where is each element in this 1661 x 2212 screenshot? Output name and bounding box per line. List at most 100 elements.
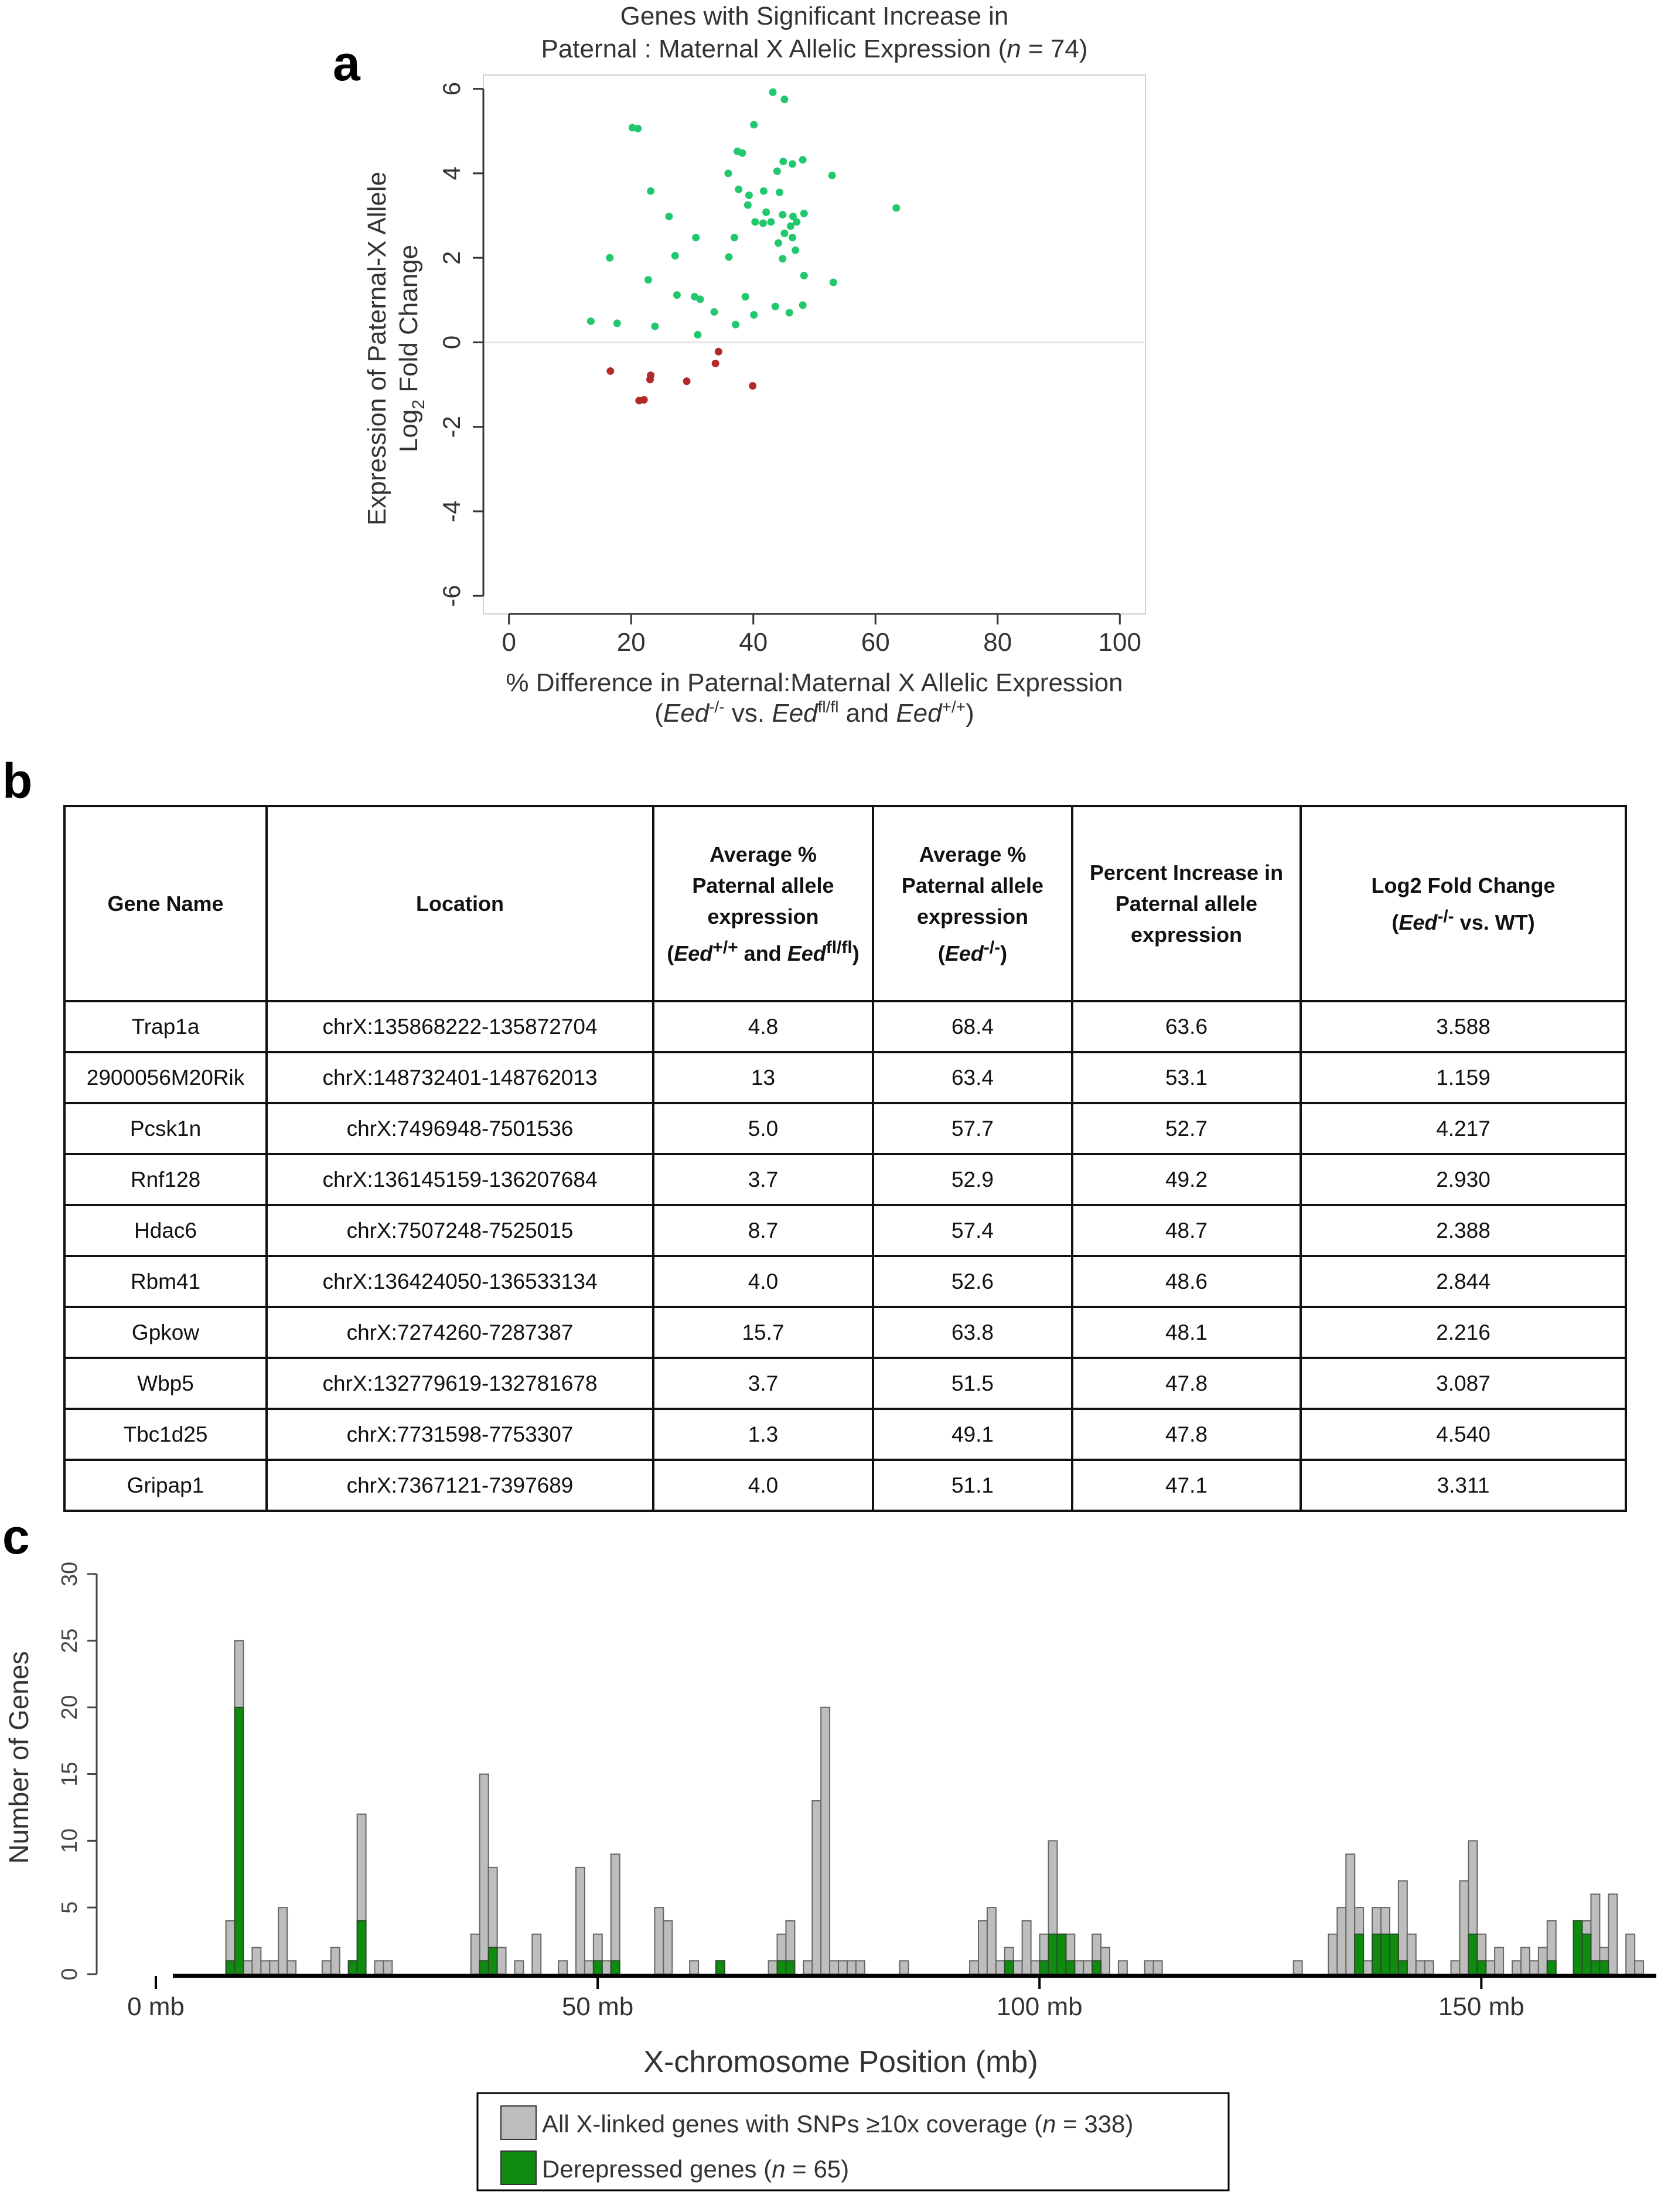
- histogram-bar-all: [1625, 1933, 1636, 1975]
- histogram-bar-all: [1083, 1960, 1093, 1975]
- cell-avg-wt: 3.7: [652, 1153, 874, 1206]
- histogram-bar-all: [1450, 1960, 1461, 1975]
- histogram-bar-derepressed: [1546, 1960, 1557, 1975]
- scatter-point-decreased: [640, 395, 648, 404]
- scatter-point-increased: [786, 222, 794, 230]
- histogram-bar-all: [1512, 1960, 1522, 1975]
- histogram-x-tick-label: 150 mb: [1438, 1992, 1524, 2021]
- scatter-point-increased: [799, 301, 807, 309]
- histogram-bar-derepressed: [1039, 1960, 1049, 1975]
- legend-box: [476, 2092, 1230, 2191]
- histogram-bar-all: [1415, 1960, 1425, 1975]
- scatter-point-increased: [788, 160, 796, 168]
- scatter-point-increased: [779, 211, 787, 219]
- scatter-point-decreased: [711, 359, 719, 367]
- scatter-x-tick-label: 20: [617, 628, 646, 657]
- histogram-bar-all: [1529, 1960, 1539, 1975]
- histogram-x-tick-label: 100 mb: [997, 1992, 1083, 2021]
- cell-log2-fold-change: 2.388: [1300, 1204, 1627, 1257]
- scatter-point-increased: [776, 188, 784, 196]
- scatter-y-tick-label: -2: [438, 416, 465, 438]
- scatter-point-increased: [750, 121, 758, 129]
- histogram-bar-all: [1459, 1880, 1469, 1975]
- scatter-point-increased: [759, 187, 768, 195]
- scatter-point-decreased: [606, 367, 615, 375]
- histogram-bar-derepressed: [1372, 1933, 1382, 1975]
- histogram-bar-derepressed: [1476, 1960, 1487, 1975]
- cell-location: chrX:148732401-148762013: [265, 1051, 654, 1104]
- cell-percent-increase: 47.8: [1071, 1357, 1302, 1410]
- scatter-title-line1: Genes with Significant Increase in: [620, 2, 1009, 30]
- cell-gene-name: Gripap1: [63, 1459, 268, 1512]
- cell-avg-wt: 5.0: [652, 1102, 874, 1155]
- scatter-y-tick-label: -4: [438, 500, 465, 522]
- histogram-bar-derepressed: [776, 1960, 787, 1975]
- scatter-point-increased: [779, 158, 787, 166]
- scatter-y-label-line2: Log2 Fold Change: [394, 245, 428, 452]
- panel-label-a: a: [333, 36, 360, 91]
- histogram-bar-derepressed: [479, 1960, 489, 1975]
- header-location: Location: [265, 805, 654, 1002]
- cell-gene-name: Trap1a: [63, 1000, 268, 1053]
- scatter-point-increased: [644, 276, 652, 284]
- header-gene-name: Gene Name: [63, 805, 268, 1002]
- histogram-bar-derepressed: [1581, 1933, 1592, 1975]
- scatter-point-increased: [634, 124, 642, 132]
- scatter-point-increased: [785, 309, 793, 317]
- cell-percent-increase: 48.6: [1071, 1255, 1302, 1308]
- header-avg-wt: Average % Paternal allele expression (Ee…: [652, 805, 874, 1002]
- scatter-point-increased: [769, 88, 777, 96]
- histogram-bar-derepressed: [487, 1947, 498, 1975]
- histogram-bar-all: [601, 1960, 612, 1975]
- cell-avg-ko: 68.4: [872, 1000, 1073, 1053]
- scatter-point-increased: [792, 246, 800, 254]
- histogram-bar-derepressed: [1056, 1933, 1067, 1975]
- histogram-bar-all: [514, 1960, 524, 1975]
- histogram-bar-derepressed: [1468, 1933, 1478, 1975]
- cell-avg-wt: 4.0: [652, 1255, 874, 1308]
- scatter-point-decreased: [749, 382, 757, 390]
- scatter-point-increased: [743, 201, 752, 209]
- histogram-bar-derepressed: [1354, 1933, 1365, 1975]
- cell-gene-name: Wbp5: [63, 1357, 268, 1410]
- header-log2-fold-change: Log2 Fold Change (Eed-/- vs. WT): [1300, 805, 1627, 1002]
- histogram-bar-derepressed: [356, 1920, 367, 1975]
- histogram-bar-all: [287, 1960, 297, 1975]
- scatter-point-increased: [774, 239, 782, 247]
- histogram-bar-all: [969, 1960, 980, 1975]
- scatter-point-increased: [793, 218, 801, 226]
- scatter-y-tick-label: 4: [438, 166, 465, 180]
- histogram-bar-all: [899, 1960, 909, 1975]
- cell-gene-name: Pcsk1n: [63, 1102, 268, 1155]
- cell-location: chrX:7496948-7501536: [265, 1102, 654, 1155]
- scatter-y-label-line1: Expression of Paternal-X Allele: [363, 172, 391, 525]
- scatter-point-increased: [762, 208, 770, 216]
- cell-avg-ko: 51.5: [872, 1357, 1073, 1410]
- histogram-bar-derepressed: [1397, 1960, 1408, 1975]
- histogram-bar-derepressed: [1590, 1960, 1601, 1975]
- histogram-y-axis: 0 5 10 15 20 25 30: [57, 1562, 98, 1981]
- cell-log2-fold-change: 1.159: [1300, 1051, 1627, 1104]
- histogram-bar-all: [251, 1947, 262, 1975]
- histogram-x-tick-label: 0 mb: [127, 1992, 185, 2021]
- cell-avg-wt: 4.0: [652, 1459, 874, 1512]
- histogram-bar-all: [1336, 1907, 1347, 1975]
- histogram-bar-all: [531, 1933, 542, 1975]
- cell-avg-ko: 49.1: [872, 1408, 1073, 1461]
- histogram-bar-derepressed: [1048, 1933, 1058, 1975]
- histogram-bars-all-genes: [225, 1640, 1645, 1975]
- histogram-bar-derepressed: [1380, 1933, 1390, 1975]
- gene-table: Gene Name Location Average % Paternal al…: [63, 805, 1627, 1512]
- histogram-bar-all: [243, 1960, 253, 1975]
- cell-log2-fold-change: 2.844: [1300, 1255, 1627, 1308]
- cell-avg-ko: 52.9: [872, 1153, 1073, 1206]
- histogram-bar-all: [846, 1960, 857, 1975]
- cell-avg-wt: 4.8: [652, 1000, 874, 1053]
- scatter-point-increased: [732, 320, 740, 329]
- scatter-point-increased: [724, 169, 732, 177]
- cell-percent-increase: 47.1: [1071, 1459, 1302, 1512]
- scatter-x-tick-label: 80: [983, 628, 1012, 657]
- histogram-bar-all: [1117, 1960, 1128, 1975]
- scatter-point-increased: [800, 209, 808, 217]
- histogram-bar-all: [654, 1907, 664, 1975]
